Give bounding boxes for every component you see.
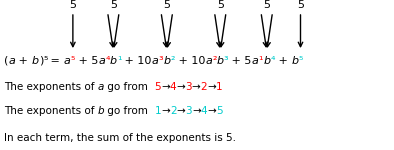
Text: ⁴: ⁴ — [105, 56, 110, 66]
Text: 4: 4 — [201, 106, 207, 116]
Text: →: → — [192, 82, 201, 92]
Text: b: b — [164, 56, 171, 66]
Text: ³: ³ — [159, 56, 164, 66]
Text: 5: 5 — [164, 0, 170, 10]
Text: + 5: + 5 — [229, 56, 252, 66]
Text: b: b — [98, 106, 104, 116]
Text: 2: 2 — [170, 106, 177, 116]
Text: b: b — [110, 56, 117, 66]
Text: (: ( — [4, 56, 8, 66]
Text: ¹: ¹ — [259, 56, 263, 66]
Text: =: = — [47, 56, 64, 66]
Text: ⁵: ⁵ — [71, 56, 75, 66]
Text: + 5: + 5 — [75, 56, 98, 66]
Text: ³: ³ — [224, 56, 229, 66]
Text: The exponents of: The exponents of — [4, 106, 98, 116]
Text: b: b — [263, 56, 270, 66]
Text: +: + — [15, 56, 32, 66]
Text: +: + — [275, 56, 291, 66]
Text: b: b — [291, 56, 298, 66]
Text: 2: 2 — [201, 82, 207, 92]
Text: b: b — [32, 56, 39, 66]
Text: ⁵: ⁵ — [43, 56, 47, 66]
Text: In each term, the sum of the exponents is 5.: In each term, the sum of the exponents i… — [4, 133, 236, 143]
Text: ¹: ¹ — [117, 56, 121, 66]
Text: a: a — [252, 56, 259, 66]
Text: →: → — [161, 106, 170, 116]
Text: go from: go from — [104, 106, 155, 116]
Text: 5: 5 — [216, 106, 223, 116]
Text: →: → — [207, 82, 216, 92]
Text: ²: ² — [212, 56, 217, 66]
Text: a: a — [205, 56, 212, 66]
Text: 5: 5 — [297, 0, 304, 10]
Text: 1: 1 — [216, 82, 223, 92]
Text: 3: 3 — [186, 106, 192, 116]
Text: 1: 1 — [155, 106, 161, 116]
Text: + 10: + 10 — [121, 56, 152, 66]
Text: →: → — [207, 106, 216, 116]
Text: 5: 5 — [110, 0, 117, 10]
Text: The exponents of: The exponents of — [4, 82, 98, 92]
Text: 5: 5 — [154, 82, 161, 92]
Text: ²: ² — [171, 56, 175, 66]
Text: a: a — [98, 82, 104, 92]
Text: 5: 5 — [217, 0, 224, 10]
Text: →: → — [177, 82, 185, 92]
Text: go from: go from — [104, 82, 154, 92]
Text: →: → — [161, 82, 170, 92]
Text: ⁵: ⁵ — [298, 56, 303, 66]
Text: 3: 3 — [185, 82, 192, 92]
Text: 5: 5 — [263, 0, 270, 10]
Text: ): ) — [39, 56, 43, 66]
Text: a: a — [64, 56, 71, 66]
Text: 5: 5 — [69, 0, 76, 10]
Text: →: → — [192, 106, 201, 116]
Text: →: → — [177, 106, 186, 116]
Text: + 10: + 10 — [175, 56, 205, 66]
Text: a: a — [152, 56, 159, 66]
Text: b: b — [217, 56, 224, 66]
Text: a: a — [98, 56, 105, 66]
Text: a: a — [8, 56, 15, 66]
Text: 4: 4 — [170, 82, 177, 92]
Text: ⁴: ⁴ — [270, 56, 275, 66]
